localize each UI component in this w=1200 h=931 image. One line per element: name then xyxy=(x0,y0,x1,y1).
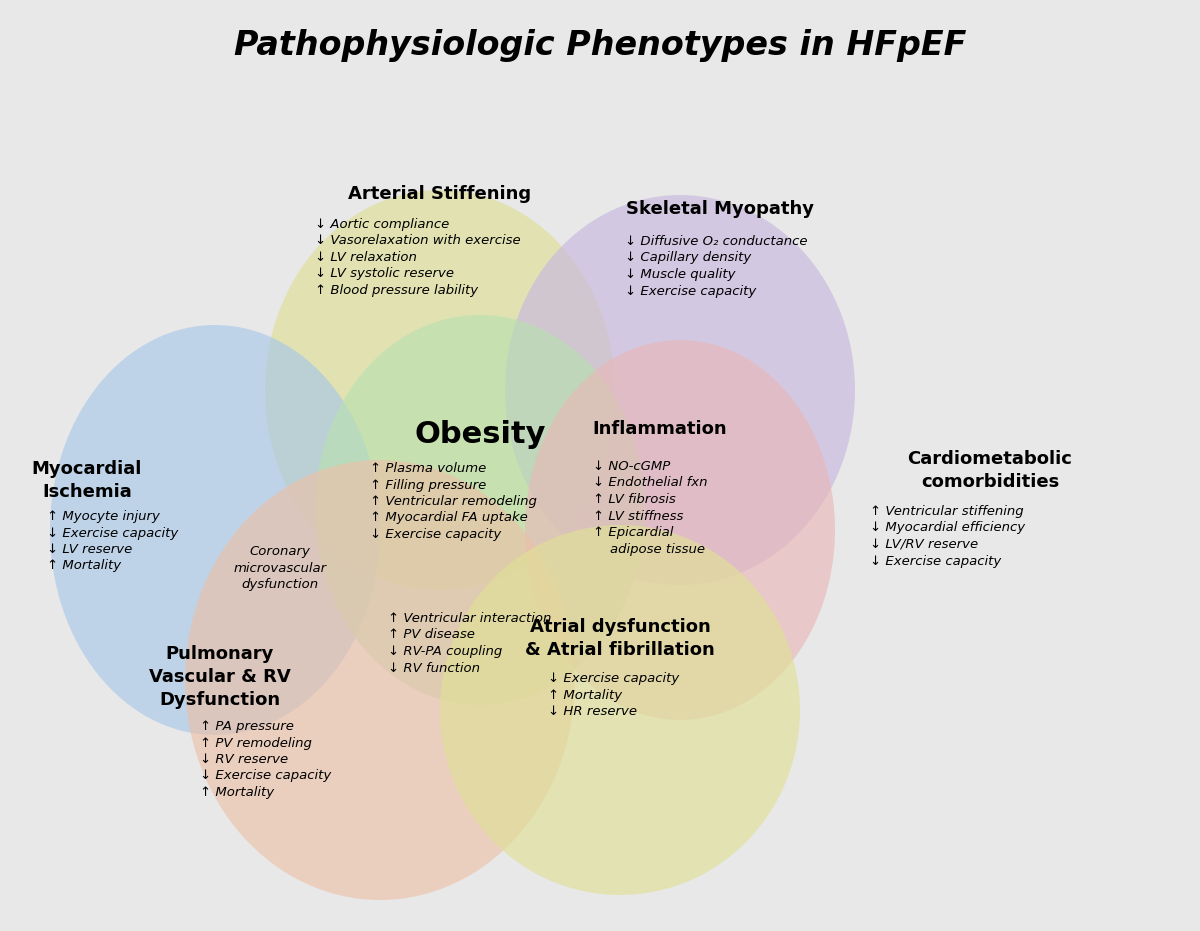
Ellipse shape xyxy=(50,325,380,735)
Text: ↓ Diffusive O₂ conductance
↓ Capillary density
↓ Muscle quality
↓ Exercise capac: ↓ Diffusive O₂ conductance ↓ Capillary d… xyxy=(625,235,808,298)
Text: ↑ Ventricular interaction
↑ PV disease
↓ RV-PA coupling
↓ RV function: ↑ Ventricular interaction ↑ PV disease ↓… xyxy=(388,612,551,674)
Ellipse shape xyxy=(265,190,616,590)
Text: ↑ Ventricular stiffening
↓ Myocardial efficiency
↓ LV/RV reserve
↓ Exercise capa: ↑ Ventricular stiffening ↓ Myocardial ef… xyxy=(870,505,1025,568)
Text: Cardiometabolic
comorbidities: Cardiometabolic comorbidities xyxy=(907,450,1073,491)
Text: Atrial dysfunction
& Atrial fibrillation: Atrial dysfunction & Atrial fibrillation xyxy=(526,618,715,659)
Ellipse shape xyxy=(505,195,854,585)
Text: Inflammation: Inflammation xyxy=(593,420,727,438)
Text: Skeletal Myopathy: Skeletal Myopathy xyxy=(626,200,814,218)
Text: ↑ Myocyte injury
↓ Exercise capacity
↓ LV reserve
↑ Mortality: ↑ Myocyte injury ↓ Exercise capacity ↓ L… xyxy=(47,510,179,573)
Text: ↑ PA pressure
↑ PV remodeling
↓ RV reserve
↓ Exercise capacity
↑ Mortality: ↑ PA pressure ↑ PV remodeling ↓ RV reser… xyxy=(200,720,331,799)
Text: ↑ Plasma volume
↑ Filling pressure
↑ Ventricular remodeling
↑ Myocardial FA upta: ↑ Plasma volume ↑ Filling pressure ↑ Ven… xyxy=(370,462,536,541)
Text: Arterial Stiffening: Arterial Stiffening xyxy=(348,185,532,203)
Text: Pathophysiologic Phenotypes in HFpEF: Pathophysiologic Phenotypes in HFpEF xyxy=(234,29,966,61)
Text: Obesity: Obesity xyxy=(414,420,546,449)
Text: Coronary
microvascular
dysfunction: Coronary microvascular dysfunction xyxy=(234,545,326,591)
Text: ↓ Aortic compliance
↓ Vasorelaxation with exercise
↓ LV relaxation
↓ LV systolic: ↓ Aortic compliance ↓ Vasorelaxation wit… xyxy=(314,218,521,297)
Text: Myocardial
Ischemia: Myocardial Ischemia xyxy=(32,460,142,501)
Text: Pulmonary
Vascular & RV
Dysfunction: Pulmonary Vascular & RV Dysfunction xyxy=(149,645,290,708)
Ellipse shape xyxy=(440,525,800,895)
Text: ↓ Exercise capacity
↑ Mortality
↓ HR reserve: ↓ Exercise capacity ↑ Mortality ↓ HR res… xyxy=(548,672,679,718)
Ellipse shape xyxy=(185,460,575,900)
Text: ↓ NO-cGMP
↓ Endothelial fxn
↑ LV fibrosis
↑ LV stiffness
↑ Epicardial
    adipos: ↓ NO-cGMP ↓ Endothelial fxn ↑ LV fibrosi… xyxy=(593,460,708,556)
Ellipse shape xyxy=(314,315,646,705)
Ellipse shape xyxy=(526,340,835,720)
